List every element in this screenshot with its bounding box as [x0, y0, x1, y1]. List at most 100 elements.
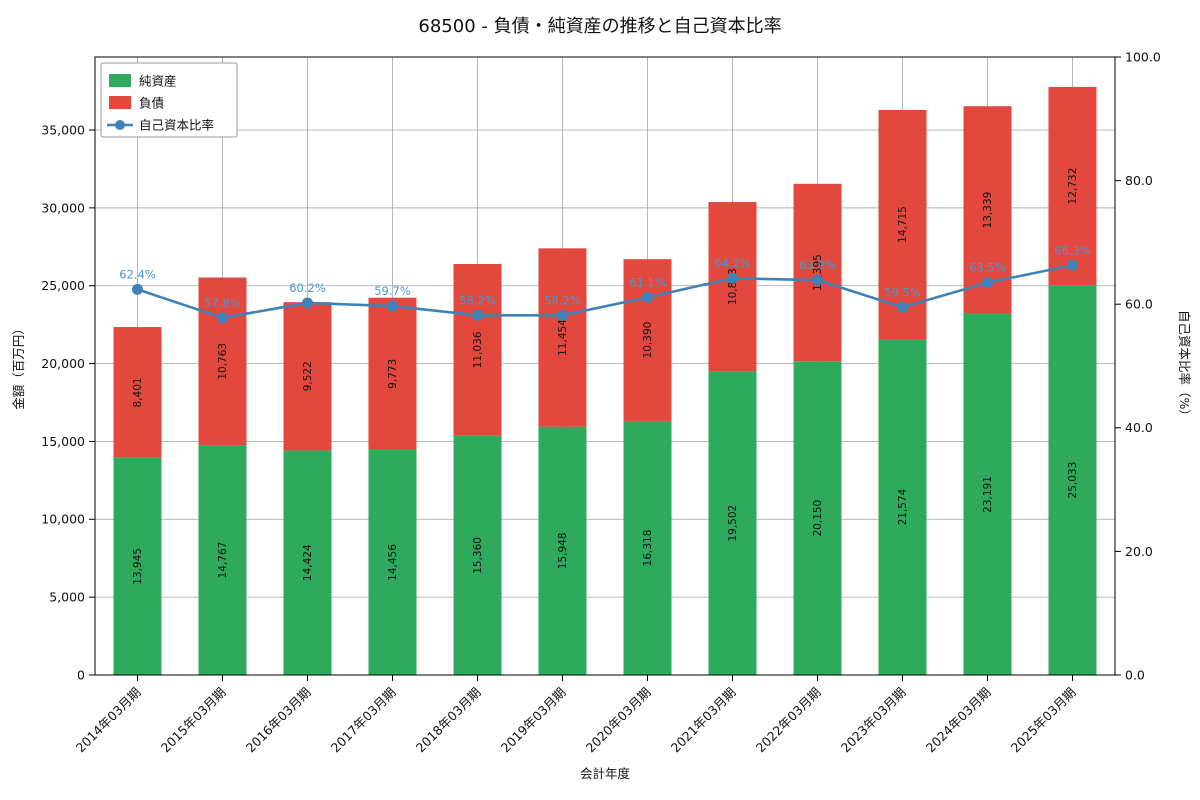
left-tick-label: 15,000: [41, 434, 85, 449]
bar-value-label: 16,318: [642, 530, 654, 567]
bar-segment-liabilities: [1048, 86, 1097, 286]
x-tick-label: 2022年03月期: [753, 685, 824, 756]
legend-box: [100, 62, 238, 138]
left-tick-label: 25,000: [41, 278, 85, 293]
ratio-value-label: 62.4%: [119, 267, 156, 281]
ratio-line-path: [137, 263, 1073, 320]
left-axis-title: 金額（百万円）: [11, 322, 26, 410]
ratio-value-label: 66.3%: [1054, 243, 1091, 257]
left-tick-label: 30,000: [41, 200, 85, 215]
legend-label: 負債: [139, 95, 164, 110]
bar-segment-net-assets: [793, 361, 842, 675]
x-tick-label: 2023年03月期: [838, 685, 909, 756]
bar-value-label: 12,732: [1067, 168, 1079, 205]
bar-value-label: 15,360: [472, 537, 484, 574]
bar-value-label: 14,424: [302, 544, 314, 581]
legend-swatch: [109, 96, 131, 109]
x-tick-label: 2020年03月期: [583, 685, 654, 756]
bars: [113, 86, 1097, 675]
bar-segment-liabilities: [198, 277, 247, 446]
bar-value-label: 14,456: [387, 544, 399, 581]
bar-segment-liabilities: [708, 202, 757, 372]
bar-segment-net-assets: [113, 457, 162, 675]
bar-segment-net-assets: [708, 371, 757, 675]
bar-value-label: 19,502: [727, 505, 739, 542]
ratio-marker: [132, 283, 143, 295]
left-tick-label: 10,000: [41, 512, 85, 527]
right-axis-title: 自己資本比率（%）: [1177, 310, 1192, 422]
legend-swatch: [109, 74, 131, 87]
bar-value-label: 14,715: [897, 206, 909, 243]
bar-value-label: 10,763: [217, 343, 229, 380]
ratio-value-label: 61.1%: [629, 275, 666, 289]
x-tick-label: 2016年03月期: [243, 685, 314, 756]
right-axis: 0.0 20.0 40.0 60.0 80.0 100.0: [1115, 49, 1161, 682]
bar-segment-net-assets: [1048, 285, 1097, 675]
bar-value-label: 14,767: [217, 542, 229, 579]
x-tick-label: 2025年03月期: [1008, 685, 1079, 756]
bar-value-labels: 13,945 8,401 14,767 10,763 14,424 9,522 14,456…: [132, 168, 1079, 585]
ratio-value-label: 58.2%: [544, 293, 581, 307]
left-tick-label: 20,000: [41, 356, 85, 371]
bar-value-label: 25,033: [1067, 462, 1079, 499]
left-tick-label: 5,000: [49, 590, 85, 605]
ratio-value-label: 57.8%: [204, 296, 241, 310]
bar-value-label: 21,574: [897, 488, 909, 525]
bar-segment-liabilities: [283, 302, 332, 451]
right-tick-label: 40.0: [1125, 420, 1153, 435]
right-tick-label: 100.0: [1125, 49, 1161, 64]
bottom-axis: 2014年03月期 2015年03月期 2016年03月期 2017年03月期 2018…: [73, 675, 1079, 755]
ratio-marker: [387, 300, 398, 312]
ratio-value-label: 63.9%: [799, 258, 836, 272]
ratio-value-label: 58.2%: [459, 293, 496, 307]
x-tick-label: 2017年03月期: [328, 685, 399, 756]
ratio-value-label: 63.5%: [969, 261, 1006, 275]
ratio-value-label: 64.2%: [714, 256, 751, 270]
legend-marker: [115, 120, 125, 130]
bar-segment-net-assets: [368, 449, 417, 675]
bar-value-label: 23,191: [982, 476, 994, 513]
x-tick-label: 2015年03月期: [158, 685, 229, 756]
x-tick-label: 2019年03月期: [498, 685, 569, 756]
ratio-marker: [897, 301, 908, 313]
left-axis: 0 5,000 10,000 15,000 20,000 25,000 30,000 35,0…: [41, 122, 95, 682]
x-tick-label: 2024年03月期: [923, 685, 994, 756]
right-tick-label: 60.0: [1125, 297, 1153, 312]
ratio-value-label: 59.5%: [884, 285, 921, 299]
ratio-marker: [642, 291, 653, 303]
legend-label: 自己資本比率: [139, 117, 214, 132]
x-tick-label: 2018年03月期: [413, 685, 484, 756]
ratio-value-label: 59.7%: [374, 284, 411, 298]
bar-value-label: 10,390: [642, 322, 654, 359]
bar-segment-net-assets: [538, 426, 587, 675]
bar-segment-liabilities: [368, 297, 417, 450]
bar-segment-liabilities: [623, 259, 672, 421]
bar-value-label: 20,150: [812, 500, 824, 537]
legend-label: 純資産: [139, 73, 177, 88]
right-tick-label: 80.0: [1125, 173, 1153, 188]
bar-value-label: 13,339: [982, 192, 994, 229]
ratio-value-label: 60.2%: [289, 281, 326, 295]
bar-value-label: 11,036: [472, 331, 484, 368]
bar-segment-liabilities: [793, 183, 842, 362]
ratio-marker: [472, 309, 483, 321]
plot-frame: [94, 56, 1116, 676]
bar-value-label: 11,454: [557, 319, 569, 356]
right-tick-label: 20.0: [1125, 544, 1153, 559]
bar-segment-net-assets: [453, 435, 502, 675]
left-tick-label: 0: [77, 667, 85, 682]
ratio-line: 62.4% 57.8% 60.2% 59.7% 58.2% 58.2% 61.1% 64.2%…: [119, 243, 1091, 324]
right-tick-label: 0.0: [1125, 667, 1145, 682]
bar-value-label: 15,948: [557, 532, 569, 569]
bar-segment-liabilities: [113, 327, 162, 458]
ratio-marker: [1067, 259, 1078, 271]
left-tick-label: 35,000: [41, 122, 85, 137]
bar-segment-net-assets: [283, 450, 332, 675]
bar-value-label: 13,945: [132, 548, 144, 585]
ratio-marker: [302, 297, 313, 309]
axis-titles: 金額（百万円） 自己資本比率（%） 会計年度: [11, 310, 1192, 781]
bar-segment-net-assets: [198, 445, 247, 675]
bar-segment-liabilities: [538, 248, 587, 427]
